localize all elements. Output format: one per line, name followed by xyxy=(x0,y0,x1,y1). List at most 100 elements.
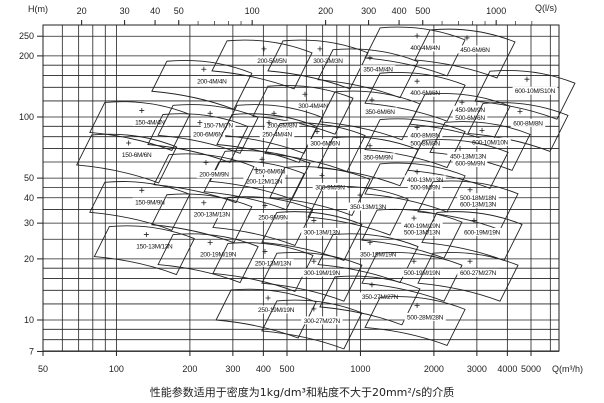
axes: 50 100 200 300 400 500 1000 2000 3000 4000 5000 20 3… xyxy=(19,6,541,374)
y-axis-label: H(m) xyxy=(28,4,48,14)
pump-model-label: 250-13M/13N xyxy=(255,260,292,267)
label-background xyxy=(301,268,343,277)
pump-model-label: 400-6M/6N xyxy=(410,90,440,97)
pump-model-label: 500-9M/9N xyxy=(410,184,440,191)
pump-model-label: 600-8M/8N xyxy=(513,120,543,127)
label-background xyxy=(401,268,443,277)
pump-region xyxy=(364,296,466,346)
label-background xyxy=(191,210,233,219)
pump-region xyxy=(361,208,463,259)
pump-region xyxy=(216,113,318,164)
pump-region xyxy=(319,90,421,141)
label-background xyxy=(243,177,285,186)
label-background xyxy=(295,101,331,110)
pump-region xyxy=(209,150,311,200)
x-tick-label: 50 xyxy=(38,364,48,374)
label-background xyxy=(360,153,396,162)
pump-model-label: 400-4M/4N xyxy=(410,45,440,52)
bep-marker xyxy=(367,143,373,149)
label-background xyxy=(510,118,546,127)
x-axis-label: Q(m³/h) xyxy=(552,364,583,374)
label-background xyxy=(357,250,399,259)
pump-model-label: 150-7M/7N xyxy=(203,122,233,129)
bep-marker xyxy=(302,91,308,97)
pump-model-label: 200-13M/13N xyxy=(194,212,231,219)
pump-model-label: 300-9M/9N xyxy=(315,184,345,191)
pump-model-label: 350-13M/13N xyxy=(350,204,387,211)
bep-marker xyxy=(203,160,209,166)
pump-model-label: 300-3M/3N xyxy=(313,58,343,65)
x-tick-label: 100 xyxy=(109,364,124,374)
label-background xyxy=(452,113,488,122)
bep-marker xyxy=(414,78,420,84)
label-background xyxy=(461,227,503,236)
bep-marker xyxy=(367,240,373,246)
x-tick-label: 5000 xyxy=(521,364,541,374)
label-background xyxy=(407,43,443,52)
pump-region xyxy=(75,133,178,184)
pump-region xyxy=(407,139,509,189)
bep-marker xyxy=(139,107,145,113)
bep-marker xyxy=(479,127,485,133)
pump-region xyxy=(364,71,466,122)
bep-marker xyxy=(369,97,375,103)
pump-region xyxy=(215,288,317,339)
bep-marker xyxy=(261,46,267,52)
bep-marker xyxy=(317,46,323,52)
pump-model-label: 300-13M/13N xyxy=(304,229,341,236)
pump-model-label: 200-12M/12N xyxy=(246,179,283,186)
x2-tick-label: 200 xyxy=(318,6,333,16)
pump-model-label: 500-13M/13N xyxy=(404,229,441,236)
pump-model-label: 250-6M/6N xyxy=(255,168,285,175)
bep-marker xyxy=(471,217,477,223)
label-background xyxy=(407,182,443,191)
bep-marker xyxy=(259,156,265,162)
x-tick-label: 3000 xyxy=(467,364,487,374)
label-background xyxy=(264,120,300,129)
bep-marker xyxy=(266,119,272,125)
pump-model-label: 150-4M/4N xyxy=(135,119,165,126)
bep-marker xyxy=(524,76,530,82)
label-background xyxy=(401,227,443,236)
label-background xyxy=(347,202,389,211)
y-tick-label: 100 xyxy=(19,112,34,122)
bep-marker xyxy=(411,215,417,221)
label-background xyxy=(362,107,398,116)
pump-model-label: 500-6M/6N xyxy=(455,115,485,122)
bep-marker xyxy=(464,35,470,41)
x-tick-label: 200 xyxy=(182,364,197,374)
bep-marker xyxy=(357,192,363,198)
bep-marker xyxy=(467,187,473,193)
pump-region xyxy=(157,104,259,154)
pump-model-label: 150-13M/13N xyxy=(136,244,173,251)
label-background xyxy=(457,45,493,54)
bep-marker xyxy=(369,282,375,288)
pump-model-label: 200-4M/4N xyxy=(197,78,227,85)
label-background xyxy=(252,166,288,175)
bep-marker xyxy=(126,140,132,146)
bep-marker xyxy=(414,125,420,131)
pump-model-label: 400-19M/19N xyxy=(404,223,441,230)
pump-region xyxy=(212,196,314,247)
x-tick-label: 2000 xyxy=(424,364,444,374)
bep-marker xyxy=(262,202,268,208)
bep-marker xyxy=(457,145,463,151)
pump-region xyxy=(261,251,363,302)
label-background xyxy=(132,117,168,126)
label-background xyxy=(255,212,291,221)
pump-model-label: 600-19M/19N xyxy=(464,229,501,236)
y-tick-label: 200 xyxy=(19,51,34,61)
x2-tick-label: 1000 xyxy=(486,6,506,16)
label-background xyxy=(407,131,443,140)
pump-model-label: 600-9M/9N xyxy=(455,161,485,168)
pump-model-label: 450-6M/6N xyxy=(460,47,490,54)
label-background xyxy=(407,139,443,148)
pump-model-label: 350-19M/19N xyxy=(360,252,397,259)
label-background xyxy=(190,129,226,138)
pump-region xyxy=(93,225,195,276)
pump-model-label: 150-9M/9N xyxy=(135,199,165,206)
x2-tick-label: 20 xyxy=(77,6,87,16)
pump-model-label: 450-9M/9N xyxy=(455,107,485,114)
pump-model-label: 400-13M/13N xyxy=(407,177,444,184)
